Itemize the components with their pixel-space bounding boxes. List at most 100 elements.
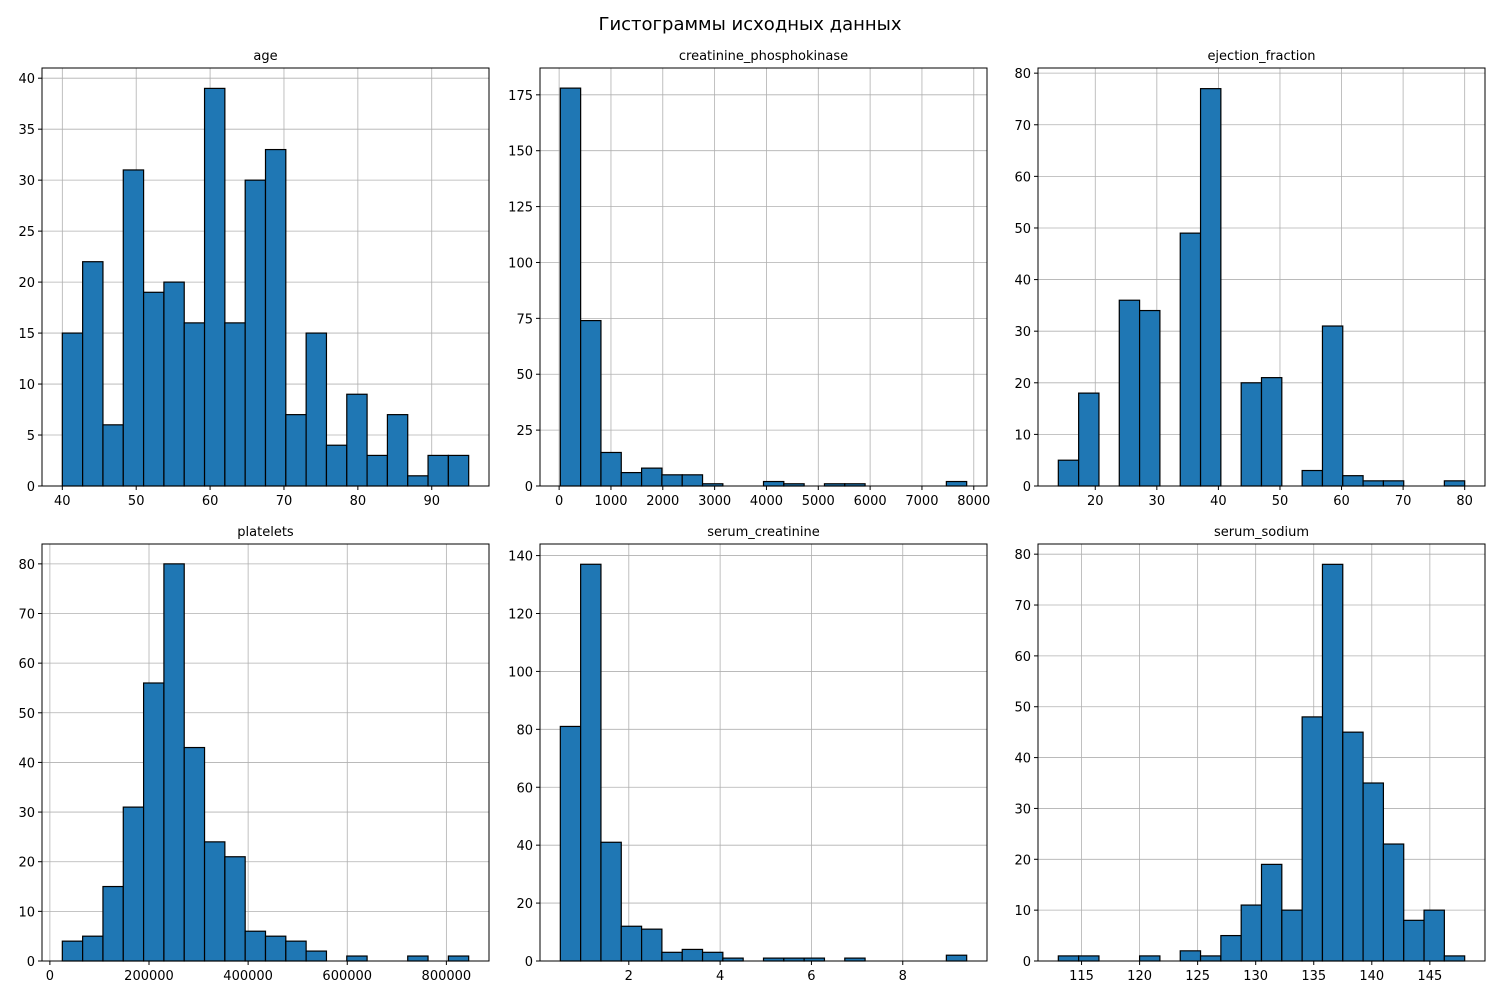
histogram-bar xyxy=(1138,309,1161,487)
histogram-bar xyxy=(102,424,124,487)
histogram-bar xyxy=(61,332,84,487)
y-tick-label: 140 xyxy=(508,550,533,565)
histogram-bar xyxy=(1301,469,1324,487)
x-tick-label: 0 xyxy=(46,969,54,984)
subplot-title: serum_sodium xyxy=(1214,525,1309,540)
histogram-bar xyxy=(1179,232,1202,487)
histogram-age: 40 50 60 70 80 90 0 5 10 15 20 25 30 35 40 age xyxy=(18,49,490,509)
y-tick-label: 5 xyxy=(27,429,35,444)
x-tick-label: 0 xyxy=(555,494,563,509)
x-tick-label: 90 xyxy=(423,494,440,509)
histogram-bar xyxy=(1443,955,1466,962)
y-tick-label: 10 xyxy=(1014,904,1031,919)
histogram-bar xyxy=(346,955,368,962)
x-tick-label: 40 xyxy=(1210,494,1227,509)
y-tick-label: 100 xyxy=(508,665,533,680)
y-tick-label: 80 xyxy=(1014,67,1031,82)
x-tick-label: 115 xyxy=(1069,969,1094,984)
histogram-bar xyxy=(142,291,165,487)
x-tick-label: 6000 xyxy=(854,494,887,509)
y-tick-label: 20 xyxy=(18,276,35,291)
histogram-bar xyxy=(183,322,206,487)
y-tick-label: 0 xyxy=(1023,480,1031,495)
subplot-title: age xyxy=(253,49,277,64)
y-tick-label: 20 xyxy=(1014,853,1031,868)
histogram-bar xyxy=(600,841,622,962)
histogram-bar xyxy=(1118,299,1141,487)
histogram-creatinine-phosphokinase: 0 1000 2000 3000 4000 5000 6000 7000 8000 0 25 50 75… xyxy=(508,49,990,509)
x-tick-label: 130 xyxy=(1243,969,1268,984)
histogram-bar xyxy=(122,806,145,962)
histogram-bar xyxy=(701,951,724,962)
x-tick-label: 135 xyxy=(1301,969,1326,984)
histogram-bar xyxy=(580,563,602,962)
histogram-bar xyxy=(163,281,185,487)
histogram-bar xyxy=(386,414,409,487)
histogram-bar xyxy=(285,940,307,962)
x-tick-label: 6 xyxy=(807,969,815,984)
histogram-bar xyxy=(61,940,84,962)
axes-frame xyxy=(41,67,490,487)
y-tick-label: 80 xyxy=(18,558,35,573)
x-tick-label: 5000 xyxy=(802,494,835,509)
x-tick-label: 145 xyxy=(1417,969,1442,984)
y-tick-label: 125 xyxy=(508,201,533,216)
y-tick-label: 60 xyxy=(18,657,35,672)
histogram-platelets: 0 200000 400000 600000 800000 0 10 20 30 40 50 60 70… xyxy=(18,525,490,984)
x-tick-label: 80 xyxy=(1456,494,1473,509)
histogram-bar xyxy=(1078,955,1100,962)
y-tick-label: 0 xyxy=(1023,955,1031,970)
axes-frame xyxy=(1037,67,1486,487)
histogram-bar xyxy=(224,322,246,487)
x-tick-label: 400000 xyxy=(223,969,273,984)
x-tick-label: 125 xyxy=(1185,969,1210,984)
histogram-bar xyxy=(1057,955,1080,962)
histogram-bar xyxy=(346,393,368,487)
x-tick-label: 80 xyxy=(350,494,367,509)
y-tick-label: 120 xyxy=(508,608,533,623)
histogram-bar xyxy=(285,414,307,487)
histogram-bar xyxy=(82,261,104,487)
histogram-bar xyxy=(447,955,470,962)
histogram-bar xyxy=(1240,904,1263,962)
y-tick-label: 150 xyxy=(508,145,533,160)
histogram-bar xyxy=(661,474,683,487)
histogram-bar xyxy=(640,467,663,487)
histogram-bar xyxy=(1260,863,1283,962)
x-tick-label: 40 xyxy=(54,494,71,509)
y-tick-label: 40 xyxy=(1014,274,1031,289)
x-tick-label: 30 xyxy=(1149,494,1166,509)
y-tick-label: 100 xyxy=(508,256,533,271)
histogram-bar xyxy=(325,444,348,487)
y-tick-label: 25 xyxy=(516,424,533,439)
histogram-bar xyxy=(264,148,287,487)
y-tick-label: 60 xyxy=(516,781,533,796)
histogram-bar xyxy=(1403,919,1425,962)
histogram-bar xyxy=(1362,480,1385,487)
histogram-bar xyxy=(1220,934,1242,962)
histogram-bar xyxy=(1078,392,1100,487)
x-tick-label: 1000 xyxy=(594,494,627,509)
y-tick-label: 70 xyxy=(1014,599,1031,614)
y-tick-label: 20 xyxy=(1014,377,1031,392)
histogram-bar xyxy=(945,954,968,962)
histogram-bar xyxy=(945,480,968,487)
histogram-bar xyxy=(1260,377,1283,487)
histogram-bar xyxy=(1301,716,1324,962)
histogram-bar xyxy=(122,169,145,487)
histogram-ejection-fraction: 20 30 40 50 60 70 80 0 10 20 30 40 50 60 70 80 ejection_… xyxy=(1014,49,1486,509)
x-tick-label: 2000 xyxy=(646,494,679,509)
histogram-bar xyxy=(1342,731,1364,962)
histogram-bar xyxy=(1138,955,1161,962)
y-tick-label: 40 xyxy=(1014,752,1031,767)
y-tick-label: 0 xyxy=(525,955,533,970)
y-tick-label: 40 xyxy=(18,756,35,771)
x-tick-label: 50 xyxy=(128,494,145,509)
histogram-bar xyxy=(1342,475,1364,487)
subplot-title: creatinine_phosphokinase xyxy=(679,49,848,64)
x-tick-label: 50 xyxy=(1272,494,1289,509)
x-tick-label: 4 xyxy=(716,969,724,984)
x-tick-label: 600000 xyxy=(322,969,372,984)
histogram-bar xyxy=(427,454,449,487)
y-tick-label: 10 xyxy=(18,905,35,920)
